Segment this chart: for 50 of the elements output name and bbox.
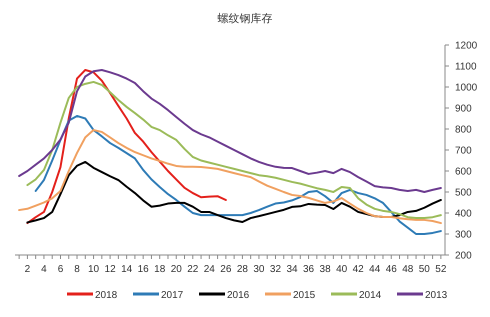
x-tick-label: 20 — [170, 264, 182, 275]
x-tick-label: 44 — [369, 264, 381, 275]
x-tick-label: 42 — [352, 264, 364, 275]
legend-label: 2015 — [293, 290, 316, 301]
y-tick-label: 500 — [455, 188, 472, 198]
x-tick-label: 8 — [74, 264, 80, 275]
x-tick-label: 50 — [418, 264, 430, 275]
line-series — [34, 114, 442, 235]
x-tick-label: 24 — [204, 264, 216, 275]
x-tick-label: 12 — [104, 264, 116, 275]
y-tick-label: 200 — [455, 250, 472, 262]
y-tick-label: 600 — [455, 166, 472, 178]
legend-label: 2016 — [227, 290, 250, 301]
line-series — [26, 160, 442, 224]
x-tick-label: 14 — [121, 264, 133, 275]
x-tick-label: 34 — [286, 264, 298, 275]
x-tick-label: 2 — [24, 264, 31, 275]
legend-label: 2018 — [95, 290, 118, 301]
legend-label: 2013 — [425, 290, 448, 301]
x-tick-label: 48 — [402, 264, 414, 275]
line-series — [26, 80, 442, 220]
y-tick-label: 1000 — [455, 82, 478, 94]
line-series — [26, 68, 227, 224]
y-tick-label: 800 — [455, 124, 472, 136]
x-tick-label: 16 — [138, 264, 150, 275]
x-tick-label: 6 — [58, 264, 64, 275]
x-tick-label: 40 — [336, 264, 348, 275]
x-tick-label: 32 — [270, 264, 282, 275]
x-tick-label: 22 — [187, 264, 199, 275]
y-tick-label: 700 — [455, 146, 472, 156]
x-tick-label: 36 — [302, 264, 315, 275]
chart-title: 螺纹钢库存 — [218, 12, 272, 25]
y-tick-label: 900 — [455, 104, 472, 114]
y-tick-label: 400 — [455, 208, 472, 220]
x-tick-label: 30 — [253, 264, 265, 275]
line-series — [18, 129, 442, 224]
x-tick-label: 52 — [435, 264, 447, 275]
y-tick-label: 1200 — [455, 40, 478, 52]
x-tick-label: 18 — [154, 264, 166, 275]
x-tick-label: 46 — [386, 264, 398, 275]
y-tick-label: 300 — [455, 230, 472, 240]
x-tick-label: 4 — [41, 264, 48, 275]
x-tick-label: 26 — [220, 264, 232, 275]
x-tick-label: 38 — [320, 264, 332, 275]
x-tick-label: 10 — [88, 264, 100, 275]
y-tick-label: 1100 — [455, 62, 477, 72]
x-tick-label: 28 — [236, 264, 248, 275]
legend-label: 2017 — [161, 290, 184, 301]
line-series — [18, 68, 442, 193]
legend-label: 2014 — [359, 290, 382, 301]
